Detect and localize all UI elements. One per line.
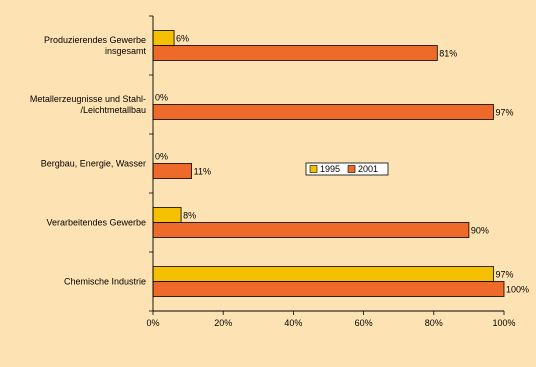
bar-2001-verarbeitendes-gewerbe	[152, 222, 470, 238]
data-label-2001-verarbeitendes-gewerbe: 90%	[471, 226, 489, 236]
x-tick-label: 100%	[492, 318, 515, 328]
legend: 1995 2001	[305, 162, 389, 176]
x-tick-label: 0%	[146, 318, 159, 328]
data-label-2001-metallerzeugnisse-und-stahl-leichtmetallbau: 97%	[495, 108, 513, 118]
x-tick-label: 40%	[284, 318, 302, 328]
legend-swatch-2001	[347, 165, 356, 173]
legend-label-2001: 2001	[358, 164, 378, 174]
data-label-1995-bergbau-energie-wasser: 0%	[155, 152, 168, 162]
category-label-chemische-industrie: Chemische Industrie	[64, 277, 146, 287]
data-label-1995-produzierendes-gewerbe-insgesamt: 6%	[176, 34, 189, 44]
data-label-1995-verarbeitendes-gewerbe: 8%	[183, 211, 196, 221]
category-label-bergbau-energie-wasser: Bergbau, Energie, Wasser	[41, 159, 146, 169]
x-tick-label: 80%	[425, 318, 443, 328]
data-label-1995-metallerzeugnisse-und-stahl-leichtmetallbau: 0%	[155, 93, 168, 103]
category-label-produzierendes-gewerbe-insgesamt: Produzierendes Gewerbe insgesamt	[44, 35, 147, 56]
bar-1995-chemische-industrie	[152, 266, 494, 282]
bar-2001-metallerzeugnisse-und-stahl-leichtmetallbau	[152, 104, 494, 120]
x-tick-label: 20%	[214, 318, 232, 328]
category-label-verarbeitendes-gewerbe: Verarbeitendes Gewerbe	[46, 218, 146, 228]
category-label-metallerzeugnisse-und-stahl-leichtmetallbau: Metallerzeugnisse und Stahl-/Leichtmetal…	[30, 94, 146, 115]
legend-swatch-1995	[309, 165, 318, 173]
legend-label-1995: 1995	[320, 164, 340, 174]
data-label-2001-produzierendes-gewerbe-insgesamt: 81%	[439, 49, 457, 59]
data-label-2001-chemische-industrie: 100%	[506, 285, 529, 295]
x-tick-label: 60%	[355, 318, 373, 328]
bar-2001-produzierendes-gewerbe-insgesamt	[152, 45, 438, 61]
data-label-2001-bergbau-energie-wasser: 11%	[194, 167, 211, 177]
bar-1995-verarbeitendes-gewerbe	[152, 207, 182, 223]
bar-1995-produzierendes-gewerbe-insgesamt	[152, 30, 175, 46]
legend-box	[305, 162, 389, 176]
bar-2001-chemische-industrie	[152, 281, 505, 297]
bar-2001-bergbau-energie-wasser	[152, 163, 193, 179]
data-label-1995-chemische-industrie: 97%	[495, 270, 513, 280]
